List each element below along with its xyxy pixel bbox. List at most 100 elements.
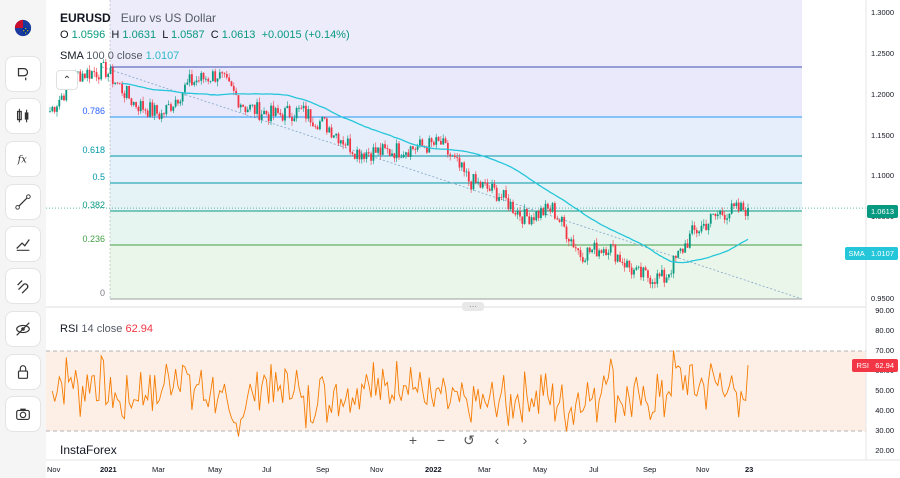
- candle-body: [402, 154, 405, 158]
- rsi-legend[interactable]: RSI 14 close 62.94: [60, 323, 153, 335]
- candle-body: [726, 218, 728, 220]
- scroll-right-button[interactable]: ›: [522, 432, 528, 448]
- candle-body: [172, 106, 175, 111]
- ohlc-legend: O 1.0596 H 1.0631 L 1.0587 C 1.0613 +0.0…: [60, 29, 350, 41]
- candle-body: [681, 248, 684, 253]
- candle-body: [58, 99, 61, 107]
- scroll-left-button[interactable]: ‹: [494, 432, 500, 448]
- candle-body: [132, 102, 135, 105]
- candle-body: [49, 111, 51, 113]
- fib-zone-2: [110, 156, 802, 183]
- draw-button[interactable]: [5, 226, 41, 262]
- time-tick-label: Mar: [478, 465, 491, 474]
- collapse-legend-button[interactable]: ⌃: [56, 70, 78, 90]
- symbol-name: EURUSD: [60, 11, 111, 25]
- fib-label-1: 0.618: [82, 145, 105, 155]
- rsi-name: RSI: [60, 323, 79, 335]
- candle-body: [533, 217, 535, 221]
- candle-body: [53, 106, 56, 112]
- open-value: 1.0596: [71, 29, 106, 41]
- sma-offset: 0: [107, 50, 114, 62]
- candle-body: [316, 126, 319, 130]
- candle-body: [314, 126, 317, 127]
- candle-body: [293, 118, 296, 121]
- candle-body: [86, 69, 89, 79]
- candle-body: [579, 250, 582, 258]
- lock-button[interactable]: [5, 354, 41, 390]
- sma-legend[interactable]: SMA 100 0 close 1.0107: [60, 50, 179, 62]
- screenshot-button[interactable]: [5, 396, 41, 432]
- zoom-out-button[interactable]: −: [436, 432, 446, 448]
- candle-body: [551, 203, 554, 212]
- candle-body: [295, 108, 298, 119]
- candle-body: [640, 266, 642, 278]
- candle-body: [246, 109, 249, 113]
- brand-label: InstaForex: [60, 443, 117, 457]
- indicators-button[interactable]: fx: [5, 141, 41, 177]
- candle-body: [88, 69, 91, 79]
- candle-body: [51, 106, 54, 112]
- candle-body: [346, 138, 349, 146]
- candle-body: [253, 104, 256, 114]
- time-tick-label: Jul: [262, 465, 272, 474]
- candle-body: [244, 106, 247, 113]
- price-tick-label: 1.2500: [871, 48, 894, 58]
- candle-body: [405, 152, 407, 155]
- candle-body: [614, 244, 617, 262]
- candle-body: [114, 82, 117, 84]
- reset-button[interactable]: ↺: [463, 431, 475, 448]
- high-value: 1.0631: [122, 29, 157, 41]
- rsi-tick-label: 40.00: [875, 406, 894, 415]
- symbol-description: Euro vs US Dollar: [120, 11, 217, 25]
- candle-body: [118, 82, 121, 84]
- symbol-flag-button[interactable]: [5, 10, 41, 46]
- candle-body: [737, 202, 740, 211]
- rsi-tag-value: 62.94: [875, 361, 894, 370]
- candle-body: [111, 67, 114, 84]
- hide-drawings-button[interactable]: [5, 311, 41, 347]
- time-tick-label: 23: [745, 465, 754, 474]
- candle-body: [621, 261, 624, 263]
- candle-body: [335, 133, 338, 136]
- candle-body: [65, 82, 68, 101]
- candle-body: [330, 127, 333, 138]
- candle-body: [209, 81, 212, 82]
- chevron-up-icon: ⌃: [62, 74, 72, 86]
- candle-body: [191, 74, 193, 85]
- candle-body: [716, 214, 719, 217]
- sma-line: [121, 82, 749, 264]
- candle-body: [670, 273, 673, 275]
- text-tool-button[interactable]: [5, 56, 41, 92]
- candle-body: [284, 108, 286, 121]
- time-tick-label: Sep: [316, 465, 330, 474]
- trendline-button[interactable]: [5, 184, 41, 220]
- candle-body: [332, 135, 335, 138]
- candle-body: [291, 116, 293, 121]
- current-price-tag: 1.0613: [867, 205, 898, 218]
- pane-resize-handle[interactable]: ⋯: [462, 302, 484, 311]
- candle-body: [605, 249, 607, 255]
- candle-body: [491, 183, 493, 191]
- candles-button[interactable]: [5, 98, 41, 134]
- candle-body: [714, 213, 717, 217]
- candle-body: [372, 147, 375, 161]
- candle-body: [274, 108, 277, 116]
- candle-body: [514, 213, 517, 215]
- candle-body: [393, 153, 396, 159]
- candle-body: [130, 98, 133, 105]
- zoom-in-button[interactable]: +: [408, 432, 418, 448]
- rsi-value-tag: RSI 62.94: [852, 359, 898, 372]
- candle-body: [298, 107, 300, 109]
- rsi-tick-label: 20.00: [875, 446, 894, 455]
- candle-body: [451, 155, 454, 157]
- candle-body: [449, 154, 452, 157]
- candle-body: [467, 171, 470, 182]
- candle-body: [719, 211, 721, 215]
- candle-body: [363, 153, 365, 159]
- candle-body: [309, 109, 312, 123]
- magnet-button[interactable]: [5, 268, 41, 304]
- candle-body: [458, 157, 461, 168]
- fib-label-4: 0.236: [82, 234, 105, 244]
- candle-body: [279, 112, 282, 115]
